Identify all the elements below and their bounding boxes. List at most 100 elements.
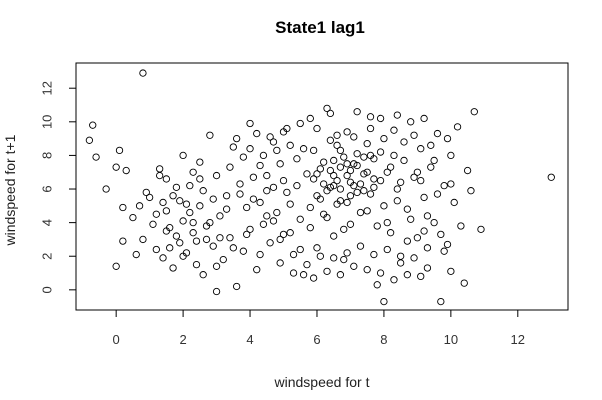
data-point: [453, 123, 462, 131]
data-point: [286, 141, 294, 149]
y-axis: 0 2 4 6 8 10 12: [40, 81, 77, 293]
data-point: [427, 163, 435, 171]
data-point: [350, 262, 358, 270]
y-tick-label: 2: [40, 253, 55, 260]
data-point: [202, 235, 211, 244]
data-point: [393, 197, 401, 205]
data-point: [263, 187, 271, 195]
data-point: [376, 176, 385, 185]
data-point: [376, 114, 385, 123]
data-point: [343, 198, 351, 207]
data-point: [159, 254, 167, 262]
data-point: [269, 217, 278, 225]
data-point: [212, 287, 221, 296]
data-point: [182, 200, 191, 208]
data-point: [447, 151, 455, 160]
data-point: [179, 252, 187, 260]
data-point: [340, 153, 348, 161]
data-point: [323, 104, 331, 113]
data-point: [330, 156, 338, 165]
data-point: [430, 156, 438, 165]
data-point: [417, 145, 425, 153]
data-point: [176, 239, 184, 247]
data-point: [360, 187, 368, 195]
data-point: [346, 220, 355, 228]
data-point: [303, 260, 311, 269]
data-point: [273, 208, 281, 217]
data-point: [437, 297, 445, 306]
data-point: [139, 235, 147, 244]
data-point: [360, 153, 368, 161]
data-point: [376, 269, 385, 277]
data-point: [289, 250, 298, 259]
data-point: [457, 222, 465, 230]
data-point: [283, 188, 291, 197]
data-point: [209, 242, 217, 250]
data-point: [212, 171, 221, 180]
data-point: [219, 255, 227, 264]
data-point: [89, 121, 97, 129]
data-point: [390, 151, 398, 160]
data-point: [356, 180, 365, 188]
data-point: [119, 203, 127, 212]
data-point: [353, 150, 361, 158]
data-point: [343, 171, 351, 180]
data-point: [253, 129, 261, 138]
data-point: [423, 264, 432, 272]
data-point: [216, 212, 224, 220]
data-point: [326, 166, 335, 175]
data-point: [303, 170, 311, 178]
data-point: [350, 160, 358, 168]
data-point: [420, 193, 428, 202]
data-point: [269, 183, 278, 191]
data-point: [396, 259, 405, 267]
data-point: [299, 145, 308, 153]
data-point: [356, 242, 365, 250]
data-point: [316, 252, 324, 260]
data-point: [343, 160, 351, 168]
data-point: [152, 245, 160, 254]
data-point: [253, 266, 261, 274]
data-point: [179, 217, 187, 225]
data-point: [222, 192, 231, 200]
data-point: [326, 136, 335, 144]
data-point: [383, 218, 391, 227]
data-point: [447, 180, 455, 188]
data-point: [216, 234, 224, 242]
data-point: [229, 143, 237, 151]
y-tick-label: 4: [40, 219, 55, 226]
data-point: [112, 163, 120, 171]
data-point: [186, 208, 194, 217]
data-point: [366, 151, 375, 160]
data-point: [192, 237, 201, 245]
data-point: [276, 259, 284, 267]
data-point: [206, 131, 214, 139]
data-point: [243, 230, 251, 239]
data-point: [296, 215, 304, 223]
data-point: [135, 202, 144, 210]
data-point: [313, 170, 321, 178]
y-tick-label: 10: [40, 115, 55, 129]
x-axis: 0 2 4 6 8 10 12: [113, 309, 525, 347]
data-point: [547, 173, 555, 181]
data-point: [393, 111, 401, 119]
data-point: [393, 185, 401, 193]
data-point: [189, 218, 197, 227]
y-tick-label: 0: [40, 286, 55, 293]
data-point: [370, 183, 378, 191]
data-point: [323, 267, 331, 275]
data-point: [316, 165, 324, 173]
data-point: [356, 208, 365, 217]
data-point: [360, 170, 368, 178]
y-axis-title: windspeed for t+1: [2, 134, 18, 246]
data-point: [313, 124, 321, 133]
data-point: [199, 187, 207, 195]
data-point: [112, 262, 120, 270]
points-layer: [85, 69, 555, 306]
data-point: [309, 175, 318, 183]
data-point: [440, 247, 448, 255]
data-point: [236, 180, 244, 188]
data-point: [85, 136, 94, 144]
data-point: [232, 134, 241, 143]
